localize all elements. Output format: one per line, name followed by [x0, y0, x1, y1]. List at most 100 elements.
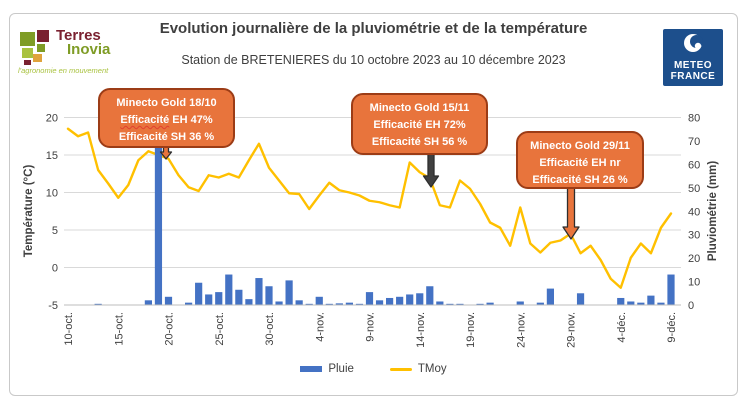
- terres-inovia-wordmark: Terres Inovia: [56, 27, 111, 58]
- annotation-line: Minecto Gold 15/11: [369, 102, 470, 114]
- x-axis-tick-label: 9-nov.: [365, 312, 377, 342]
- rain-bar: [185, 302, 193, 305]
- rain-bar: [657, 302, 665, 305]
- annotation-minecto-18-10: Minecto Gold 18/10 Efficacité EH 47% Eff…: [98, 88, 235, 148]
- rain-bar: [456, 303, 464, 305]
- rain-bar: [576, 293, 585, 305]
- y-axis-right-tick-label: 50: [688, 183, 700, 195]
- y-axis-right-tick-label: 30: [688, 230, 700, 242]
- rain-bar: [627, 301, 635, 305]
- annotation-minecto-29-11: Minecto Gold 29/11 Efficacité EH nr Effi…: [516, 131, 644, 189]
- tmoy-swatch-icon: [389, 367, 412, 371]
- legend-item-pluie: Pluie: [300, 363, 354, 375]
- rain-bar: [235, 289, 243, 305]
- rain-bar: [345, 302, 353, 305]
- x-axis-tick-label: 20-oct.: [164, 312, 176, 346]
- annotation-arrow-icon: [422, 152, 440, 188]
- mosaic-square: [37, 44, 45, 52]
- x-axis-tick-label: 9-déc.: [666, 312, 678, 343]
- rain-bar: [396, 296, 404, 305]
- y-axis-right-tick-label: 60: [688, 159, 700, 171]
- mosaic-square: [37, 30, 49, 42]
- rain-bar: [195, 282, 203, 305]
- chart-legend: Pluie TMoy: [0, 363, 747, 375]
- rain-bar: [516, 301, 524, 305]
- left-axis-title: Température (°C): [23, 165, 35, 258]
- rain-bar: [446, 303, 454, 305]
- annotation-minecto-15-11: Minecto Gold 15/11 Efficacité EH 72% Eff…: [351, 93, 488, 155]
- x-axis-tick-label: 10-oct.: [63, 312, 75, 346]
- rain-bar: [245, 299, 253, 305]
- rain-bar: [315, 296, 323, 305]
- rain-bar: [667, 274, 675, 305]
- legend-label-tmoy: TMoy: [417, 363, 447, 375]
- rain-bar: [617, 297, 625, 305]
- page-subtitle: Station de BRETENIERES du 10 octobre 202…: [181, 53, 566, 67]
- annotation-line: Efficacité EH nr: [539, 157, 621, 169]
- y-axis-right-tick-label: 0: [688, 300, 694, 312]
- rain-bar: [406, 294, 414, 305]
- rain-bar: [536, 302, 544, 305]
- pluie-swatch-icon: [300, 366, 323, 372]
- x-axis-tick-label: 15-oct.: [113, 312, 125, 346]
- annotation-line: Minecto Gold 29/11: [530, 140, 630, 152]
- y-axis-right-tick-label: 80: [688, 113, 700, 125]
- logo-text-inovia: Inovia: [67, 41, 111, 58]
- legend-label-pluie: Pluie: [328, 363, 354, 375]
- rain-bar: [215, 292, 223, 305]
- rain-bar: [164, 296, 173, 305]
- right-axis-title: Pluviométrie (mm): [707, 161, 719, 261]
- y-axis-right-tick-label: 40: [688, 206, 700, 218]
- x-axis-tick-label: 30-oct.: [264, 312, 276, 346]
- outer-border: [9, 13, 738, 396]
- rain-bar: [386, 297, 394, 305]
- annotation-arrow-icon: [562, 185, 580, 240]
- rain-bar: [546, 288, 554, 305]
- x-axis-tick-label: 19-nov.: [465, 312, 477, 348]
- rain-bar: [375, 300, 384, 305]
- meteo-france-text-line2: FRANCE: [670, 71, 716, 82]
- mosaic-square: [22, 48, 33, 58]
- meteo-france-globe-icon: [684, 34, 703, 52]
- meteo-france-text-line1: METEO: [673, 60, 713, 71]
- mosaic-square: [33, 54, 42, 62]
- rain-bar: [416, 293, 424, 305]
- x-axis-tick-label: 14-nov.: [415, 312, 427, 348]
- y-axis-left-tick-label: 10: [46, 188, 58, 200]
- logo-text-terres: Terres: [56, 27, 101, 44]
- y-axis-left-tick-label: -5: [48, 300, 58, 312]
- mosaic-square: [20, 32, 35, 46]
- rain-bar: [426, 286, 434, 305]
- y-axis-right-tick-label: 70: [688, 136, 700, 148]
- rain-bar: [335, 303, 343, 305]
- y-axis-left-tick-label: 15: [46, 150, 58, 162]
- legend-item-tmoy: TMoy: [389, 363, 447, 375]
- rain-bar: [637, 302, 645, 305]
- rain-bar: [486, 302, 494, 305]
- meteo-france-logo: METEO FRANCE: [663, 29, 723, 86]
- annotation-line: Minecto Gold 18/10: [116, 97, 217, 109]
- page-title: Evolution journalière de la pluviométrie…: [159, 20, 588, 37]
- annotation-line: Efficacité SH 56 %: [371, 136, 468, 148]
- rain-bar: [94, 303, 102, 305]
- rain-bar: [365, 292, 374, 305]
- rain-bar: [647, 295, 655, 305]
- rain-bar: [285, 280, 293, 305]
- y-axis-right-tick-label: 20: [688, 253, 700, 265]
- rain-bar: [305, 303, 313, 305]
- rain-bar: [265, 286, 273, 305]
- x-axis-tick-label: 4-nov.: [314, 312, 326, 342]
- rain-bar: [295, 300, 303, 305]
- y-axis-left-tick-label: 20: [46, 113, 58, 125]
- rain-bar: [255, 278, 263, 305]
- annotation-line: Efficacité EH 72%: [373, 119, 466, 131]
- rain-bar: [225, 274, 233, 305]
- y-axis-left-tick-label: 5: [52, 225, 58, 237]
- terres-inovia-tagline: l'agronomie en mouvement: [18, 66, 109, 75]
- annotation-line: Efficacité EH 47%: [120, 114, 213, 126]
- terres-inovia-mosaic-icon: [20, 30, 54, 66]
- rain-bar: [275, 301, 283, 305]
- terres-inovia-logo: Terres Inovia l'agronomie en mouvement: [18, 28, 138, 76]
